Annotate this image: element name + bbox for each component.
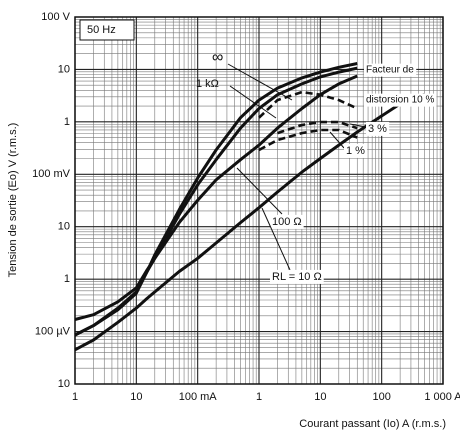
curve-label: 3 % [368,123,387,135]
curve-label: 1 kΩ [196,78,219,90]
load-curve [74,66,358,337]
leader-line [261,207,291,271]
distortion-label: distorsion 10 % [366,95,434,106]
leader-line [236,167,283,215]
frequency-label: 50 Hz [87,24,116,36]
x-tick-label: 100 mA [179,391,218,403]
label-background [366,121,390,136]
distortion-curve [258,90,358,119]
frequency-box [79,19,135,41]
y-tick-label: 100 V [41,11,70,23]
curve-label: RL = 10 Ω [272,271,322,283]
label-background [344,143,368,158]
load-curve [74,93,426,352]
y-tick-label: 1 [64,273,70,285]
leader-line [229,85,277,119]
curve-label: 100 Ω [272,216,302,228]
curves [74,62,426,352]
label-background [270,269,324,284]
plot-frame [74,16,444,385]
curve-label: ∞ [212,49,223,66]
x-tick-label: 10 [130,391,142,403]
distortion-label: Facteur de [366,65,414,76]
x-tick-label: 100 [372,391,390,403]
distortion-curve [258,128,358,152]
y-tick-label: 10 [58,63,70,75]
leader-line [349,123,367,128]
leader-line [329,131,345,149]
x-tick-label: 1 [256,391,262,403]
x-tick-label: 10 [314,391,326,403]
y-tick-label: 1 [64,116,70,128]
y-axis-label: Tension de sortie (Eo) V (r.m.s.) [7,123,19,278]
x-tick-label: 1 [72,391,78,403]
y-tick-label: 100 µV [35,325,71,337]
y-tick-label: 10 [58,378,70,390]
label-background [364,63,417,77]
label-background [364,93,437,107]
load-curve [74,74,358,321]
leader-line [227,63,293,101]
x-tick-label: 1 000 A [424,391,460,403]
label-background [270,214,304,229]
curve-label: 1 % [346,145,365,157]
distortion-curve [277,120,358,135]
x-axis-label: Courant passant (Io) A (r.m.s.) [299,418,446,430]
y-tick-label: 100 mV [32,168,71,180]
y-tick-label: 10 [58,221,70,233]
